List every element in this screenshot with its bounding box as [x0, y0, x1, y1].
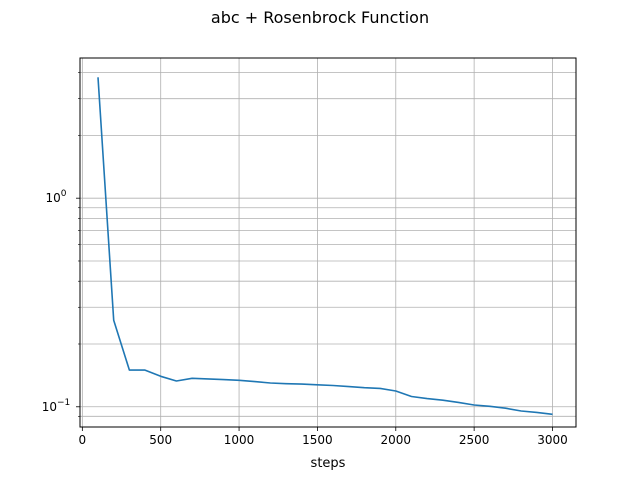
x-tick-label: 3000 — [537, 433, 568, 447]
series-layer — [97, 77, 553, 416]
series-line — [97, 77, 553, 416]
x-tick-label: 2000 — [381, 433, 412, 447]
y-tick-label: 10−1 — [42, 398, 71, 414]
grid-layer — [80, 58, 576, 427]
x-tick-label: 0 — [79, 433, 87, 447]
chart-title: abc + Rosenbrock Function — [211, 8, 429, 27]
y-tick-label: 100 — [45, 189, 66, 205]
x-axis-label: steps — [311, 456, 346, 471]
x-tick-label: 1000 — [224, 433, 255, 447]
tick-layer: 0 500 1000 1500 2000 2500 3000 100 10−1 — [42, 72, 568, 447]
x-tick-label: 500 — [149, 433, 172, 447]
plot-frame — [79, 57, 577, 428]
x-tick-label: 1500 — [302, 433, 333, 447]
x-tick-label: 2500 — [459, 433, 490, 447]
